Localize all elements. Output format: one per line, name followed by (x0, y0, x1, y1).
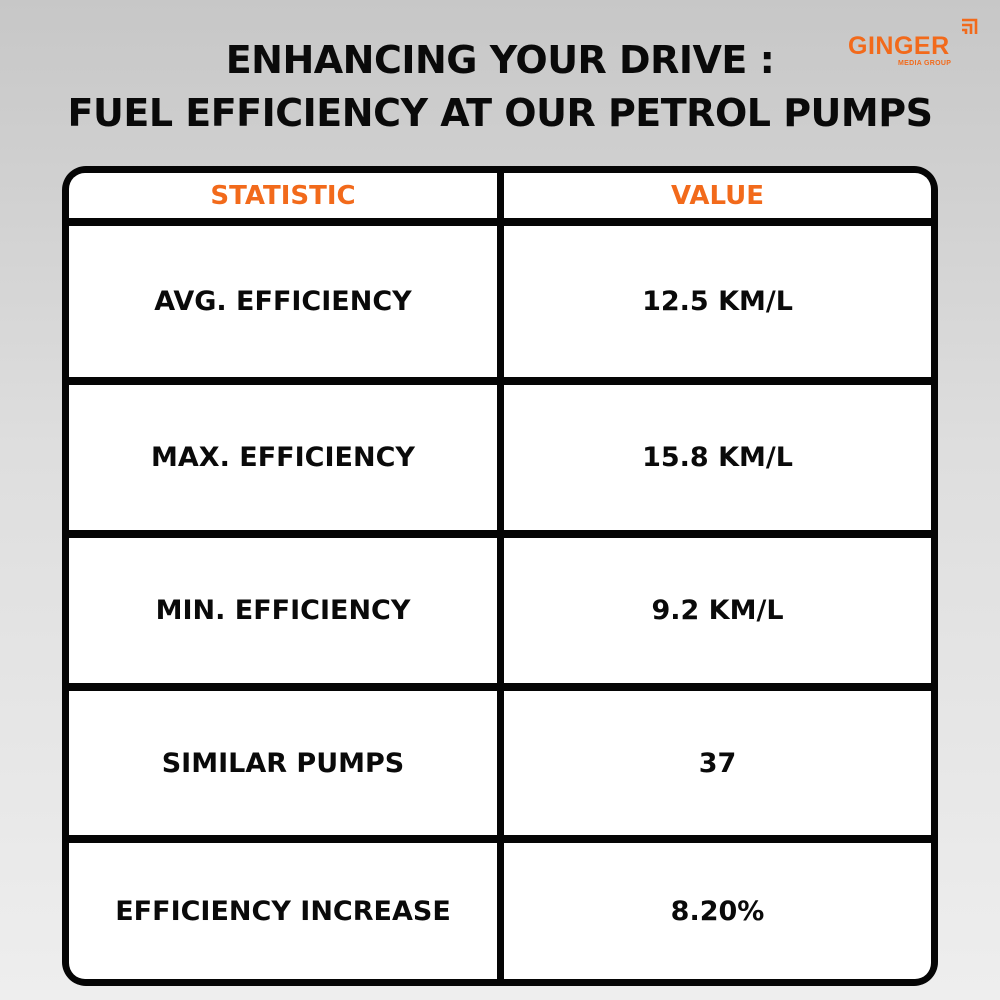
row-2-statistic: MAX. EFFICIENCY (69, 385, 497, 530)
table-grid: STATISTIC VALUE AVG. EFFICIENCY 12.5 KM/… (69, 173, 931, 979)
header-value: VALUE (504, 173, 931, 218)
page-title-line-2: FUEL EFFICIENCY AT OUR PETROL PUMPS (67, 91, 933, 135)
row-4-statistic: SIMILAR PUMPS (69, 691, 497, 835)
bars-corner-icon (962, 18, 978, 34)
row-3-statistic: MIN. EFFICIENCY (69, 538, 497, 683)
ginger-media-group-logo: GINGER MEDIA GROUP (846, 16, 986, 76)
row-1-statistic: AVG. EFFICIENCY (69, 226, 497, 377)
row-5-statistic: EFFICIENCY INCREASE (69, 843, 497, 979)
header-statistic: STATISTIC (69, 173, 497, 218)
row-1-value: 12.5 KM/L (504, 226, 931, 377)
row-3-value: 9.2 KM/L (504, 538, 931, 683)
row-2-value: 15.8 KM/L (504, 385, 931, 530)
efficiency-table: STATISTIC VALUE AVG. EFFICIENCY 12.5 KM/… (62, 166, 938, 986)
row-5-value: 8.20% (504, 843, 931, 979)
row-4-value: 37 (504, 691, 931, 835)
logo-wordmark: GINGER (848, 32, 950, 60)
page-title-line-1: ENHANCING YOUR DRIVE : (225, 38, 775, 82)
logo-tagline: MEDIA GROUP (898, 60, 952, 67)
